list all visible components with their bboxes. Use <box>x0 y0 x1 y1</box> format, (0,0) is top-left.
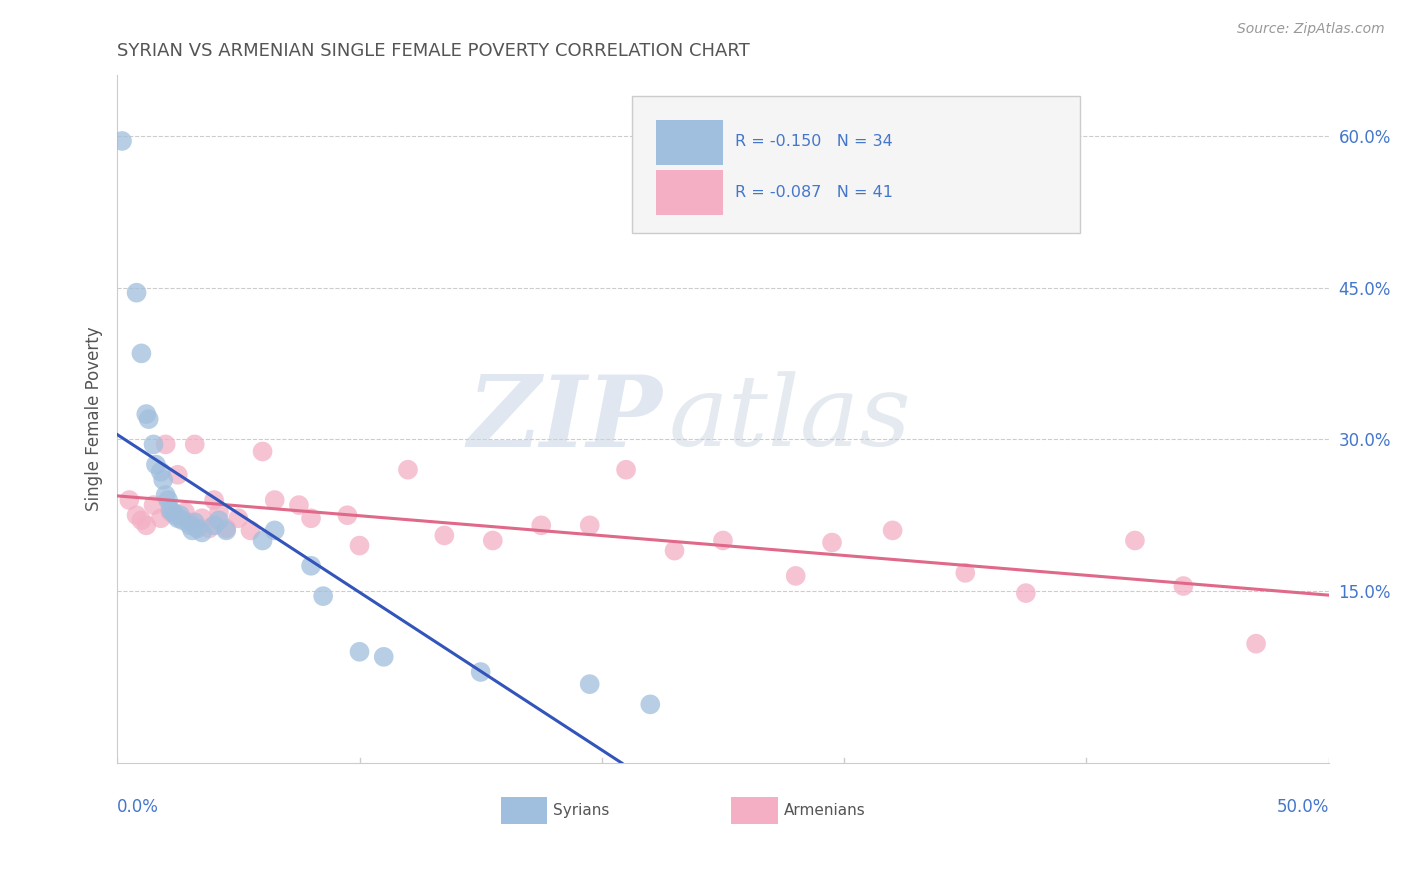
Point <box>202 493 225 508</box>
Point <box>183 437 205 451</box>
Point <box>208 505 231 519</box>
Point <box>145 458 167 472</box>
Point <box>142 437 165 451</box>
Point <box>125 285 148 300</box>
Text: ZIP: ZIP <box>467 371 662 467</box>
Point <box>481 533 503 548</box>
Point <box>955 566 977 580</box>
Point <box>179 518 201 533</box>
Point <box>118 493 141 508</box>
Point <box>640 698 662 712</box>
Point <box>239 524 262 538</box>
Point <box>470 665 492 679</box>
Y-axis label: Single Female Poverty: Single Female Poverty <box>86 326 103 511</box>
Point <box>159 505 181 519</box>
Point <box>1015 586 1038 600</box>
Point <box>614 463 637 477</box>
Point <box>138 412 160 426</box>
Point <box>162 505 184 519</box>
Point <box>336 508 359 523</box>
Point <box>169 508 191 523</box>
Point <box>166 511 188 525</box>
Point <box>349 645 371 659</box>
Text: R = -0.087   N = 41: R = -0.087 N = 41 <box>735 185 893 200</box>
Text: R = -0.150   N = 34: R = -0.150 N = 34 <box>735 135 893 150</box>
Text: Source: ZipAtlas.com: Source: ZipAtlas.com <box>1237 22 1385 37</box>
Point <box>312 589 335 603</box>
Point <box>131 346 153 360</box>
Text: SYRIAN VS ARMENIAN SINGLE FEMALE POVERTY CORRELATION CHART: SYRIAN VS ARMENIAN SINGLE FEMALE POVERTY… <box>117 42 749 60</box>
Point <box>149 511 172 525</box>
Point <box>263 524 285 538</box>
Text: Armenians: Armenians <box>783 803 865 818</box>
Point <box>125 508 148 523</box>
Point <box>186 521 208 535</box>
Point <box>152 473 174 487</box>
Point <box>299 511 322 525</box>
Point <box>215 524 238 538</box>
Point <box>111 134 134 148</box>
Point <box>664 543 686 558</box>
Point <box>172 513 194 527</box>
Point <box>1173 579 1195 593</box>
Point <box>181 524 204 538</box>
FancyBboxPatch shape <box>731 797 778 823</box>
FancyBboxPatch shape <box>502 797 547 823</box>
Point <box>252 444 274 458</box>
Point <box>159 503 181 517</box>
Point <box>149 465 172 479</box>
Point <box>208 513 231 527</box>
Point <box>191 511 214 525</box>
Point <box>785 569 807 583</box>
FancyBboxPatch shape <box>633 95 1080 234</box>
Point <box>155 488 177 502</box>
Point <box>578 677 600 691</box>
Text: 50.0%: 50.0% <box>1277 798 1329 816</box>
Text: atlas: atlas <box>668 371 911 467</box>
Point <box>131 513 153 527</box>
Point <box>166 467 188 482</box>
Point <box>299 558 322 573</box>
Point <box>882 524 904 538</box>
Point <box>165 508 187 523</box>
Text: 0.0%: 0.0% <box>117 798 159 816</box>
Point <box>1244 637 1267 651</box>
Point <box>155 437 177 451</box>
Point <box>157 493 180 508</box>
Point <box>821 535 844 549</box>
Point <box>263 493 285 508</box>
Point <box>373 649 395 664</box>
Point <box>142 498 165 512</box>
Point <box>433 528 456 542</box>
Point <box>174 505 197 519</box>
FancyBboxPatch shape <box>657 120 723 165</box>
Text: Syrians: Syrians <box>554 803 610 818</box>
Point <box>228 511 250 525</box>
FancyBboxPatch shape <box>657 170 723 215</box>
Point <box>179 516 201 530</box>
Point <box>191 525 214 540</box>
Point <box>1123 533 1146 548</box>
Point <box>183 516 205 530</box>
Point <box>349 539 371 553</box>
Point <box>135 407 157 421</box>
Point <box>530 518 553 533</box>
Point <box>202 518 225 533</box>
Point <box>215 521 238 535</box>
Point <box>578 518 600 533</box>
Point <box>198 521 221 535</box>
Point <box>288 498 311 512</box>
Point <box>711 533 734 548</box>
Point <box>396 463 419 477</box>
Point <box>135 518 157 533</box>
Point <box>252 533 274 548</box>
